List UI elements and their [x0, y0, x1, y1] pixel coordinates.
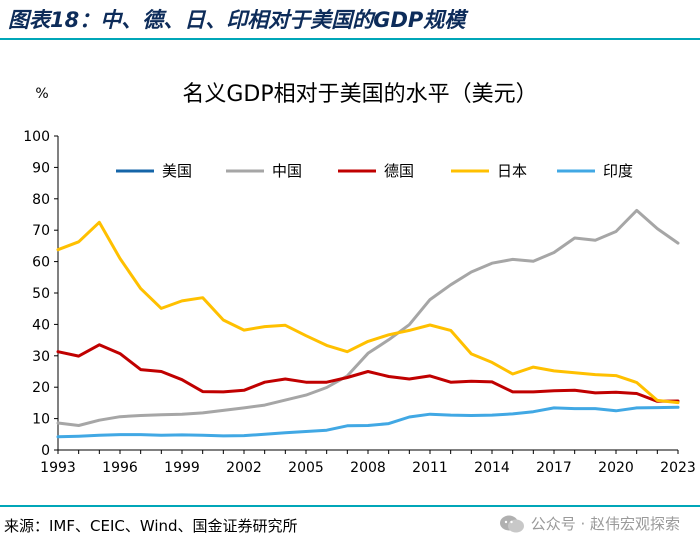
legend-label-1: 中国: [272, 162, 302, 180]
figure-title: 图表18：中、德、日、印相对于美国的GDP规模: [8, 8, 466, 32]
y-tick-label: 90: [32, 160, 50, 176]
y-tick-label: 20: [32, 380, 50, 396]
y-tick-label: 80: [32, 192, 50, 208]
x-tick-label: 1999: [164, 460, 200, 476]
legend: 美国 中国 德国 日本 印度: [116, 162, 633, 180]
series-line-1: [56, 208, 680, 427]
x-tick-label: 2011: [412, 460, 448, 476]
x-tick-label: 1993: [40, 460, 76, 476]
y-tick-label: 40: [32, 317, 50, 333]
wechat-icon: [499, 515, 524, 532]
y-axis: 0 10 20 30 40 50 60 70 80 90 100: [23, 129, 59, 459]
x-tick-label: 2008: [350, 460, 386, 476]
line-chart: 名义GDP相对于美国的水平（美元） % 0 10 20 30 40 50 60 70 80 90 1…: [23, 82, 696, 476]
x-tick-label: 2014: [474, 460, 510, 476]
y-tick-label: 0: [41, 443, 50, 459]
x-tick-label: 1996: [102, 460, 138, 476]
series-line-2: [56, 343, 680, 403]
x-axis: 1993 1996 1999 2002 2005 2008 2011 2014 2017 2020…: [40, 449, 696, 476]
x-tick-label: 2002: [226, 460, 262, 476]
series-line-4: [56, 405, 680, 439]
y-tick-label: 100: [23, 129, 50, 145]
series-line-3: [56, 220, 680, 405]
y-axis-unit: %: [35, 86, 48, 102]
chart-title: 名义GDP相对于美国的水平（美元）: [182, 82, 537, 107]
legend-label-2: 德国: [384, 162, 414, 180]
legend-label-4: 印度: [603, 162, 633, 180]
y-tick-label: 70: [32, 223, 50, 239]
legend-label-3: 日本: [497, 162, 527, 180]
y-tick-label: 50: [32, 286, 50, 302]
watermark: 公众号 · 赵伟宏观探索: [499, 513, 680, 534]
top-divider: [0, 38, 700, 40]
bottom-divider: [0, 505, 700, 507]
watermark-text: 公众号 · 赵伟宏观探索: [530, 515, 680, 533]
y-tick-label: 60: [32, 255, 50, 271]
x-tick-label: 2020: [598, 460, 634, 476]
x-tick-label: 2023: [660, 460, 696, 476]
x-tick-label: 2017: [536, 460, 572, 476]
y-tick-label: 30: [32, 349, 50, 365]
x-tick-label: 2005: [288, 460, 324, 476]
y-tick-label: 10: [32, 412, 50, 428]
legend-label-0: 美国: [162, 162, 192, 180]
series-lines: [56, 208, 680, 439]
source-note: 来源：IMF、CEIC、Wind、国金证券研究所: [4, 517, 298, 535]
